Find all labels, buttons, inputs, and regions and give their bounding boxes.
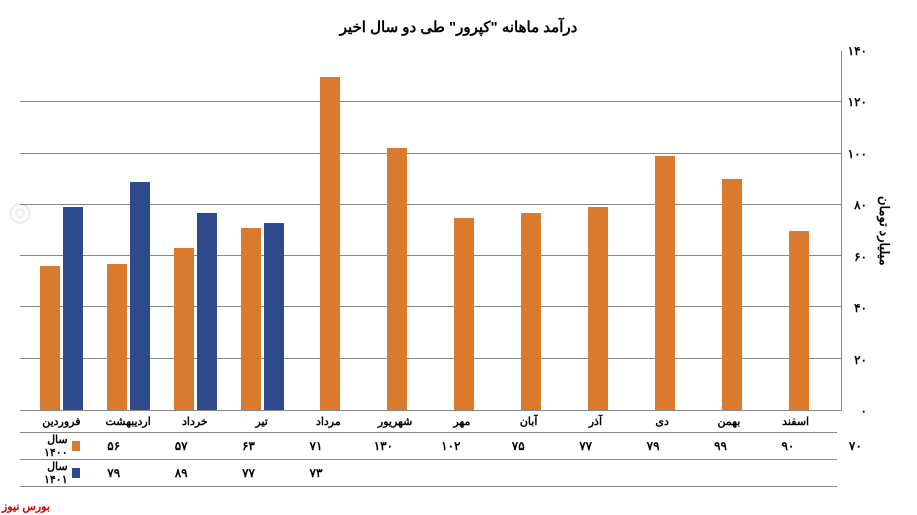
x-tick-label: مهر	[429, 411, 496, 432]
x-tick-label: اسفند	[762, 411, 829, 432]
x-tick-label: فروردین	[28, 411, 95, 432]
bar-1400	[454, 218, 474, 410]
data-cell-1400: ۹۰	[754, 435, 821, 457]
x-tick-label: خرداد	[162, 411, 229, 432]
plot-area	[20, 51, 842, 411]
y-tick-label: ۰	[861, 404, 867, 418]
bar-group	[162, 51, 229, 410]
bar-group	[296, 51, 363, 410]
bar-1400	[107, 264, 127, 410]
bar-group	[632, 51, 699, 410]
attribution: بورس نیوز	[2, 500, 50, 513]
data-cell-1400: ۱۰۲	[417, 435, 484, 457]
bar-1400	[789, 231, 809, 411]
data-cell-1401	[552, 462, 619, 484]
y-tick-label: ۲۰	[854, 353, 867, 367]
bar-1400	[655, 156, 675, 410]
x-axis-labels: فروردیناردیبهشتخردادتیرمردادشهریورمهرآبا…	[20, 411, 837, 432]
bar-1400	[387, 148, 407, 410]
bar-group	[565, 51, 632, 410]
data-cell-1401	[417, 462, 484, 484]
x-tick-label: شهریور	[362, 411, 429, 432]
data-cell-1401: ۷۳	[282, 462, 349, 484]
bar-1401	[63, 207, 83, 410]
bar-group	[363, 51, 430, 410]
y-tick-label: ۱۰۰	[848, 147, 867, 161]
y-tick-label: ۶۰	[854, 250, 867, 264]
bar-1401	[130, 182, 150, 410]
legend-box-1400	[72, 441, 80, 451]
data-cell-1400: ۷۹	[619, 435, 686, 457]
bar-1400	[174, 248, 194, 410]
bar-1400	[722, 179, 742, 410]
data-cell-1401	[485, 462, 552, 484]
legend-box-1401	[72, 468, 80, 478]
bar-1401	[264, 223, 284, 410]
x-tick-label: دی	[629, 411, 696, 432]
y-tick-label: ۱۲۰	[848, 95, 867, 109]
bar-1400	[588, 207, 608, 410]
x-tick-label: مرداد	[295, 411, 362, 432]
data-cell-1400: ۷۱	[282, 435, 349, 457]
data-cell-1400: ۷۵	[485, 435, 552, 457]
y-tick-label: ۴۰	[854, 301, 867, 315]
data-cell-1401	[350, 462, 417, 484]
data-cell-1400: ۵۷	[147, 435, 214, 457]
bar-group	[430, 51, 497, 410]
bar-1400	[320, 77, 340, 410]
x-tick-label: اردیبهشت	[95, 411, 162, 432]
y-axis-label: میلیارد تومان	[872, 51, 897, 411]
bar-group	[95, 51, 162, 410]
data-cell-1400: ۶۳	[215, 435, 282, 457]
y-tick-label: ۱۴۰	[848, 44, 867, 58]
bar-group	[498, 51, 565, 410]
x-tick-label: تیر	[228, 411, 295, 432]
data-cell-1401: ۸۹	[147, 462, 214, 484]
x-tick-label: آذر	[562, 411, 629, 432]
data-cell-1400: ۱۳۰	[350, 435, 417, 457]
data-cell-1400: ۹۹	[687, 435, 754, 457]
bar-group	[28, 51, 95, 410]
data-cell-1401	[822, 462, 889, 484]
data-row-1400: سال ۱۴۰۰ ۵۶۵۷۶۳۷۱۱۳۰۱۰۲۷۵۷۷۷۹۹۹۹۰۷۰	[20, 433, 897, 459]
bar-1400	[40, 266, 60, 410]
data-cell-1401: ۷۷	[215, 462, 282, 484]
bars-container	[20, 51, 841, 410]
y-axis: ۰۲۰۴۰۶۰۸۰۱۰۰۱۲۰۱۴۰	[842, 51, 872, 411]
series-label-1400: سال ۱۴۰۰	[28, 433, 68, 459]
x-tick-label: آبان	[495, 411, 562, 432]
data-cell-1400: ۷۰	[822, 435, 889, 457]
data-cell-1401: ۷۹	[80, 462, 147, 484]
series-label-1401: سال ۱۴۰۱	[28, 460, 68, 486]
chart-area: میلیارد تومان ۰۲۰۴۰۶۰۸۰۱۰۰۱۲۰۱۴۰	[20, 51, 897, 411]
bar-group	[766, 51, 833, 410]
data-cell-1400: ۵۶	[80, 435, 147, 457]
bar-1401	[197, 213, 217, 410]
x-tick-label: بهمن	[696, 411, 763, 432]
y-tick-label: ۸۰	[854, 198, 867, 212]
bar-group	[699, 51, 766, 410]
bar-group	[229, 51, 296, 410]
data-cell-1401	[754, 462, 821, 484]
bar-1400	[241, 228, 261, 410]
data-row-1401: سال ۱۴۰۱ ۷۹۸۹۷۷۷۳	[20, 460, 897, 486]
chart-title: درآمد ماهانه "کپرور" طی دو سال اخیر	[20, 18, 897, 36]
chart-container: ⊚ درآمد ماهانه "کپرور" طی دو سال اخیر می…	[0, 0, 917, 515]
bar-1400	[521, 213, 541, 410]
data-cell-1401	[619, 462, 686, 484]
data-cell-1401	[687, 462, 754, 484]
data-cell-1400: ۷۷	[552, 435, 619, 457]
